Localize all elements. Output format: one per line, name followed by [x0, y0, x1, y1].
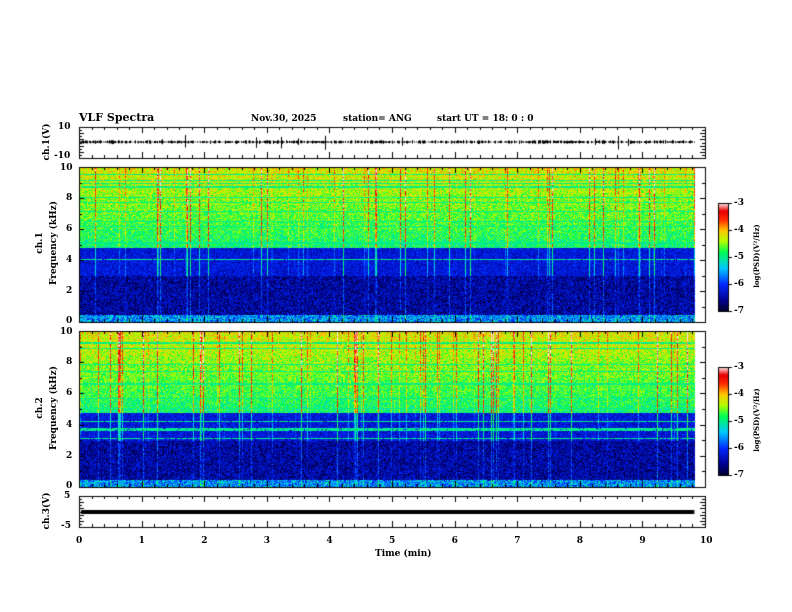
spec1-ylabel-top: ch.1: [35, 232, 45, 254]
ch1-ytick-bottom: -10: [54, 151, 71, 161]
spec2-ylabel: Frequency (kHz): [49, 366, 59, 451]
freq-tick-label: 8: [66, 357, 73, 367]
ch3-ytick-bottom: -5: [61, 521, 71, 531]
x-tick-label: 5: [389, 536, 396, 546]
ch1-ylabel: ch.1(V): [42, 123, 52, 161]
ch3-ylabel: ch.3(V): [42, 492, 52, 530]
date-label: Nov.30, 2025: [251, 114, 317, 124]
colorbar-tick-label: -7: [734, 470, 744, 480]
freq-tick-label: 4: [66, 420, 73, 430]
freq-tick-label: 2: [66, 451, 73, 461]
colorbar-tick-label: -4: [734, 389, 744, 399]
ch3-ytick-top: 5: [64, 491, 71, 501]
colorbar-tick-label: -7: [734, 306, 744, 316]
colorbar-tick-label: -6: [734, 279, 744, 289]
freq-tick-label: 10: [60, 163, 73, 173]
freq-tick-label: 6: [66, 224, 73, 234]
x-tick-label: 2: [201, 536, 208, 546]
x-tick-label: 1: [138, 536, 145, 546]
freq-tick-label: 0: [66, 316, 73, 326]
station-label: station= ANG: [343, 114, 412, 124]
colorbar-tick-label: -5: [734, 416, 744, 426]
x-tick-label: 0: [76, 536, 83, 546]
x-tick-label: 4: [326, 536, 333, 546]
spec2-ylabel-top: ch.2: [35, 397, 45, 419]
spec1-ylabel: Frequency (kHz): [49, 201, 59, 286]
x-tick-label: 6: [451, 536, 458, 546]
freq-tick-label: 4: [66, 255, 73, 265]
colorbar-tick-label: -5: [734, 252, 744, 262]
colorbar-tick-label: -6: [734, 443, 744, 453]
colorbar-tick-label: -4: [734, 225, 744, 235]
x-axis-label: Time (min): [375, 549, 432, 559]
x-tick-label: 10: [700, 536, 713, 546]
freq-tick-label: 2: [66, 286, 73, 296]
x-tick-label: 9: [639, 536, 646, 546]
x-tick-label: 7: [514, 536, 521, 546]
x-tick-label: 8: [576, 536, 584, 546]
freq-tick-label: 6: [66, 388, 73, 398]
freq-tick-label: 10: [60, 327, 73, 337]
colorbar-label: log(PSD)(V²/Hz): [752, 224, 761, 288]
freq-tick-label: 8: [66, 193, 73, 203]
colorbar-label: log(PSD)(V²/Hz): [752, 388, 761, 452]
freq-tick-label: 0: [66, 481, 73, 491]
ch1-ytick-top: 10: [58, 122, 71, 132]
colorbar-tick-label: -3: [734, 198, 744, 208]
colorbar-tick-label: -3: [734, 362, 744, 372]
start-time-label: start UT = 18: 0 : 0: [437, 114, 534, 124]
x-tick-label: 3: [263, 536, 271, 546]
figure-title: VLF Spectra: [79, 111, 155, 124]
